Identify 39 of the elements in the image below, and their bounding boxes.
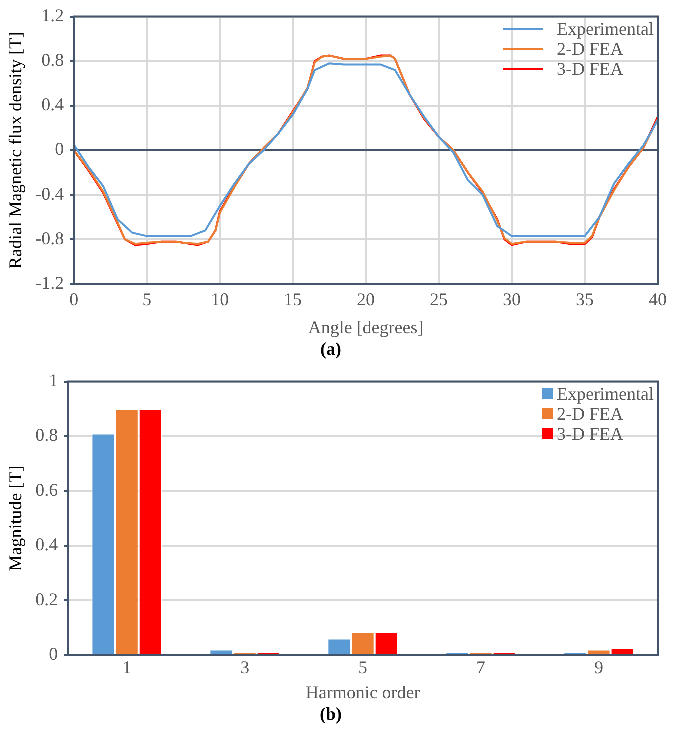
x-tick-label: 10 (211, 290, 230, 310)
x-tick-label: 35 (576, 290, 594, 310)
y-tick-label: 0.4 (42, 94, 64, 115)
x-axis-title: Harmonic order (306, 682, 420, 702)
y-tick-label: 0.6 (36, 480, 58, 500)
y-tick-label: 0 (55, 139, 64, 160)
x-tick-label: 5 (358, 658, 368, 678)
legend-label: 3-D FEA (557, 424, 624, 444)
y-tick-label: 0.2 (36, 589, 58, 610)
legend-label: 2-D FEA (557, 404, 624, 424)
legend-label: Experimental (557, 384, 654, 404)
x-tick-label: 1 (122, 658, 132, 678)
x-tick-label: 30 (503, 290, 522, 310)
x-tick-label: 15 (284, 290, 302, 310)
y-axis-title: Radial Magnetic flux density [T] (6, 32, 26, 269)
x-tick-label: 7 (476, 658, 486, 678)
y-tick-label: 1 (49, 370, 58, 391)
y-tick-label: 0 (49, 644, 58, 664)
y-tick-label: 0.8 (36, 425, 58, 446)
x-axis-title: Angle [degrees] (308, 317, 424, 338)
y-tick-label: -0.8 (36, 228, 64, 248)
legend-label: 3-D FEA (557, 58, 624, 79)
y-tick-label: -0.4 (36, 184, 64, 204)
text: (b) (320, 704, 342, 724)
x-tick-label: 20 (357, 290, 376, 310)
x-tick-label: 0 (70, 290, 79, 310)
x-tick-label: 9 (594, 658, 604, 678)
legend-label: Experimental (557, 18, 654, 39)
y-axis-title: Magnitude [T] (6, 466, 26, 572)
y-tick-label: 0.4 (36, 534, 58, 555)
x-tick-label: 40 (649, 290, 667, 310)
x-tick-label: 3 (240, 658, 250, 678)
x-tick-label: 25 (430, 290, 448, 310)
x-tick-label: 5 (142, 290, 152, 310)
legend-label: 2-D FEA (557, 38, 624, 59)
y-tick-label: 1.2 (42, 6, 64, 26)
y-tick-label: 0.8 (42, 50, 64, 70)
y-tick-label: -1.2 (36, 272, 64, 293)
text: (a) (320, 338, 342, 359)
